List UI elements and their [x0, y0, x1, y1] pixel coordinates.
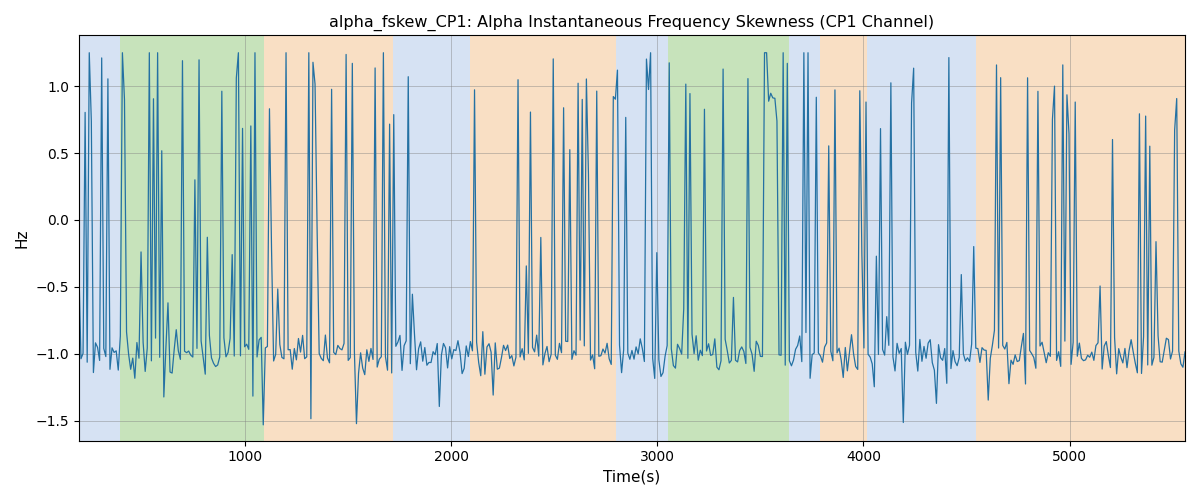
Title: alpha_fskew_CP1: Alpha Instantaneous Frequency Skewness (CP1 Channel): alpha_fskew_CP1: Alpha Instantaneous Fre…: [329, 15, 935, 31]
Bar: [79, 36, 120, 440]
Bar: [667, 36, 790, 440]
Bar: [868, 36, 976, 440]
Bar: [469, 36, 616, 440]
Bar: [616, 36, 667, 440]
X-axis label: Time(s): Time(s): [604, 470, 660, 485]
Bar: [976, 36, 1186, 440]
Bar: [394, 36, 469, 440]
Bar: [120, 36, 264, 440]
Bar: [790, 36, 820, 440]
Bar: [264, 36, 394, 440]
Y-axis label: Hz: Hz: [14, 228, 30, 248]
Bar: [820, 36, 868, 440]
